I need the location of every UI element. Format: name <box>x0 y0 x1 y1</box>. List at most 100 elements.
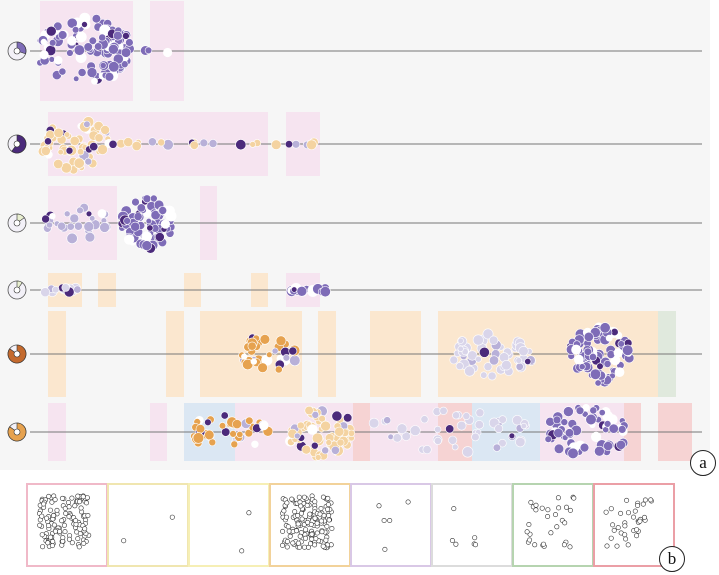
event-dot <box>73 285 82 294</box>
panel-point <box>77 499 83 505</box>
panel-point <box>567 544 573 550</box>
event-dot <box>296 421 305 430</box>
event-dot <box>100 125 110 135</box>
panel-point <box>66 514 72 520</box>
panel-point <box>614 543 620 549</box>
event-dot <box>51 286 60 294</box>
event-dot <box>63 210 71 218</box>
event-dot <box>396 423 408 435</box>
event-dot <box>409 425 421 436</box>
panel-point <box>66 504 72 510</box>
event-dot <box>483 362 493 372</box>
event-dot <box>83 42 93 52</box>
panel-point <box>309 531 315 537</box>
event-dot <box>594 445 605 457</box>
event-dot <box>474 420 484 430</box>
timeline-row <box>7 1 702 101</box>
panel-point <box>571 495 577 501</box>
event-dot <box>120 47 132 58</box>
event-dot <box>331 410 343 422</box>
event-dot <box>86 67 98 78</box>
panel-frame <box>107 483 189 567</box>
event-dot <box>154 232 165 242</box>
small-multiple-panel <box>512 483 594 567</box>
panel-point <box>301 544 307 550</box>
event-dot <box>594 379 602 387</box>
timeline-row <box>7 112 702 176</box>
panel-point <box>561 542 567 548</box>
event-dot <box>136 203 146 213</box>
event-dot <box>571 344 582 355</box>
panel-point <box>325 495 331 501</box>
event-dot <box>123 234 135 245</box>
panel-point <box>622 532 628 538</box>
event-dot <box>433 436 442 445</box>
event-dot <box>598 409 606 417</box>
panel-point <box>40 544 46 550</box>
panel-point <box>54 507 60 513</box>
panel-point <box>324 523 330 529</box>
event-dot <box>422 445 432 455</box>
panel-point <box>307 541 313 547</box>
panel-point <box>387 517 393 523</box>
event-dot <box>368 417 380 429</box>
panel-point <box>169 514 175 520</box>
panel-point <box>318 505 324 511</box>
event-dot <box>250 358 258 365</box>
event-dot <box>284 140 293 149</box>
panel-point <box>299 516 305 522</box>
panel-point <box>326 517 332 523</box>
event-dot <box>482 328 494 340</box>
event-dot <box>229 430 237 438</box>
panel-point <box>59 518 65 524</box>
event-dot <box>343 413 353 423</box>
event-dot <box>455 362 464 371</box>
panel-point <box>78 505 84 511</box>
panel-point <box>648 497 654 503</box>
event-dot <box>462 412 471 420</box>
panel-point <box>284 544 290 550</box>
event-dot <box>57 221 66 231</box>
panel-point <box>51 512 57 518</box>
panel-point <box>84 495 90 501</box>
event-dot <box>232 419 242 429</box>
row-glyph-center <box>13 428 21 436</box>
panel-point <box>295 512 301 518</box>
panel-point <box>453 541 459 547</box>
event-dot <box>347 429 356 437</box>
event-dot <box>603 420 612 428</box>
panel-point <box>46 493 52 499</box>
event-dot <box>560 418 569 426</box>
event-dot <box>113 30 123 41</box>
panel-point <box>548 530 554 536</box>
event-dot <box>123 137 134 147</box>
event-dot <box>218 422 227 430</box>
event-dot <box>578 363 586 371</box>
event-dot <box>189 140 199 150</box>
event-dot <box>41 214 50 224</box>
event-dot <box>83 120 91 128</box>
event-dot <box>553 427 564 438</box>
event-dot <box>40 145 51 156</box>
event-dot <box>589 368 602 380</box>
event-dot <box>291 286 298 293</box>
event-dot <box>208 139 218 148</box>
event-dot <box>66 222 75 231</box>
event-dot <box>266 351 273 358</box>
panel-point <box>314 520 320 526</box>
panel-point <box>297 533 303 539</box>
panel-point <box>295 521 301 527</box>
panel-point <box>283 514 289 520</box>
event-dot <box>614 367 625 377</box>
event-dot <box>125 38 134 47</box>
event-dot <box>259 334 271 345</box>
event-dot <box>288 346 298 356</box>
event-dot <box>478 346 490 358</box>
panel-point <box>526 521 532 527</box>
event-dot <box>487 371 497 381</box>
small-multiple-panel <box>350 483 432 567</box>
event-dot <box>494 424 504 433</box>
panel-point <box>567 507 573 513</box>
panel-point <box>308 521 314 527</box>
panel-point <box>314 530 320 536</box>
